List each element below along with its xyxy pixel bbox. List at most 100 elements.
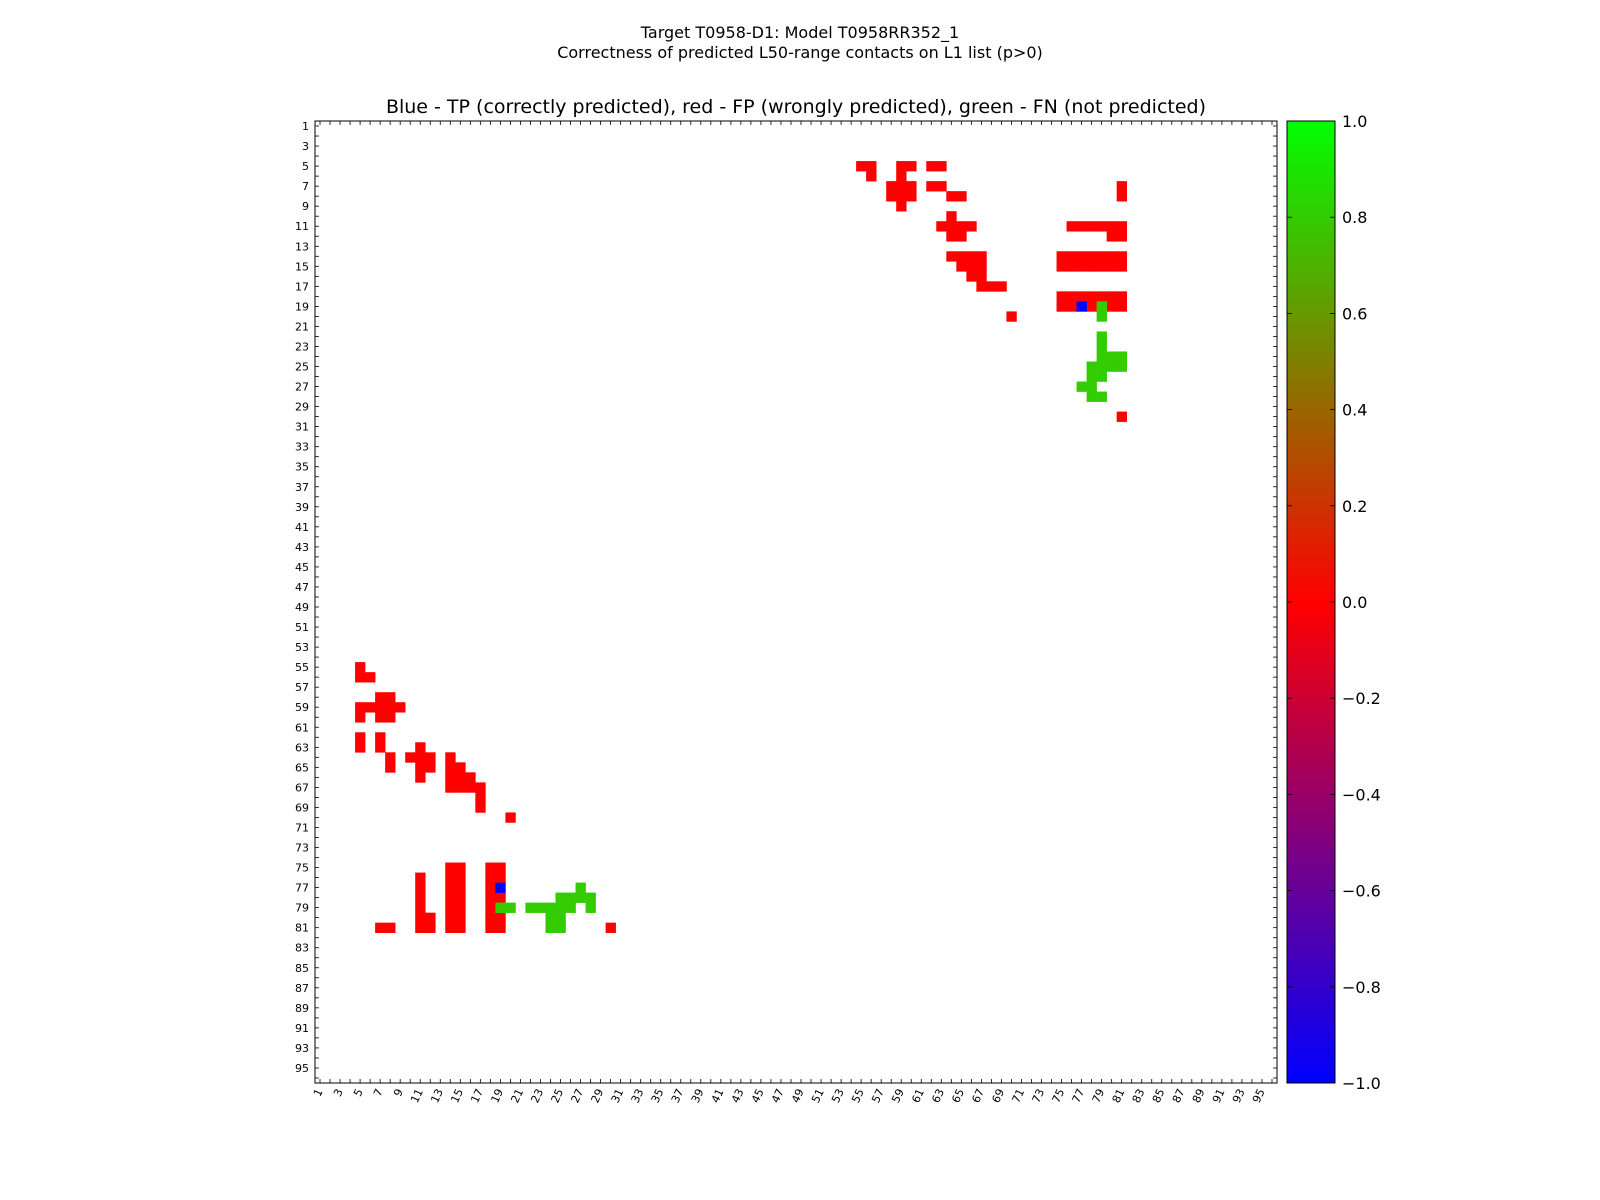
fp-cell — [455, 782, 466, 793]
fn-cell — [535, 902, 546, 913]
y-tick-label: 71 — [295, 821, 309, 834]
x-tick-label: 87 — [1170, 1087, 1188, 1105]
fp-cell — [1076, 251, 1087, 262]
fp-cell — [365, 702, 376, 713]
y-tick-label: 69 — [295, 801, 309, 814]
fp-cell — [1116, 231, 1127, 242]
fp-cell — [375, 732, 386, 743]
colorbar-tick-label: 0.8 — [1342, 208, 1367, 227]
fn-cell — [565, 892, 576, 903]
fp-cell — [1086, 251, 1097, 262]
y-tick-label: 81 — [295, 922, 309, 935]
fp-cell — [886, 191, 897, 202]
fp-cell — [936, 161, 947, 172]
fp-cell — [495, 892, 506, 903]
fp-cell — [1006, 311, 1017, 322]
fp-cell — [455, 912, 466, 923]
fp-cell — [1076, 291, 1087, 302]
fp-cell — [375, 692, 386, 703]
fp-cell — [1056, 301, 1067, 312]
fp-cell — [355, 702, 366, 713]
fp-cell — [966, 271, 977, 282]
fp-cell — [936, 221, 947, 232]
colorbar-gradient — [1286, 120, 1336, 1084]
fn-cell — [1096, 301, 1107, 312]
fp-cell — [425, 912, 436, 923]
fp-cell — [1106, 251, 1117, 262]
fp-cell — [445, 902, 456, 913]
y-tick-label: 51 — [295, 621, 309, 634]
y-tick-label: 77 — [295, 882, 309, 895]
fn-cell — [585, 902, 596, 913]
x-tick-label: 65 — [949, 1087, 967, 1105]
x-tick-label: 47 — [769, 1087, 787, 1105]
fn-cell — [1096, 311, 1107, 322]
fn-cell — [585, 892, 596, 903]
fp-cell — [445, 922, 456, 933]
fp-cell — [445, 782, 456, 793]
y-tick-label: 9 — [302, 200, 309, 213]
fp-cell — [1106, 291, 1117, 302]
fp-cell — [946, 251, 957, 262]
y-tick-label: 73 — [295, 842, 309, 855]
colorbar: 1.0 0.8 0.6 0.4 0.2 0.0 −0.2 −0.4 −0.6 −0.8 −1.0 — [1286, 112, 1381, 1093]
fp-cell — [1116, 301, 1127, 312]
fp-cell — [455, 902, 466, 913]
plot-frame — [314, 120, 1278, 1084]
x-tick-label: 27 — [569, 1087, 587, 1105]
x-tick-label: 49 — [789, 1087, 807, 1105]
fn-cell — [1116, 351, 1127, 362]
fp-cell — [976, 251, 987, 262]
x-tick-label: 85 — [1150, 1087, 1168, 1105]
x-tick-label: 17 — [468, 1087, 486, 1105]
fp-cell — [485, 902, 496, 913]
fp-cell — [946, 231, 957, 242]
fp-cell — [1056, 261, 1067, 272]
fp-cell — [1096, 221, 1107, 232]
fp-cell — [455, 762, 466, 773]
fp-cell — [1066, 221, 1077, 232]
fp-cell — [395, 702, 406, 713]
fp-cell — [415, 872, 426, 883]
fp-cell — [1096, 261, 1107, 272]
x-tick-label: 33 — [629, 1087, 647, 1105]
x-tick-label: 25 — [549, 1087, 567, 1105]
fn-cell — [1116, 361, 1127, 372]
fn-cell — [1106, 351, 1117, 362]
fp-cell — [906, 161, 917, 172]
fp-cell — [1116, 191, 1127, 202]
y-tick-label: 37 — [295, 481, 309, 494]
x-tick-label: 43 — [729, 1087, 747, 1105]
y-tick-label: 79 — [295, 902, 309, 915]
fp-cell — [385, 702, 396, 713]
y-tick-label: 3 — [302, 140, 309, 153]
fp-cell — [1066, 251, 1077, 262]
y-tick-label: 7 — [302, 180, 309, 193]
fp-cell — [1076, 221, 1087, 232]
fn-cell — [545, 912, 556, 923]
x-tick-label: 5 — [351, 1087, 366, 1099]
fp-cell — [425, 922, 436, 933]
y-tick-label: 11 — [295, 220, 309, 233]
x-tick-label: 81 — [1110, 1087, 1128, 1105]
y-tick-label: 91 — [295, 1022, 309, 1035]
y-tick-label: 57 — [295, 681, 309, 694]
fp-cell — [445, 912, 456, 923]
fp-cell — [1116, 291, 1127, 302]
fp-cell — [946, 191, 957, 202]
x-tick-label: 73 — [1030, 1087, 1048, 1105]
fp-cell — [956, 221, 967, 232]
y-tick-label: 89 — [295, 1002, 309, 1015]
fp-cell — [415, 772, 426, 783]
fp-cell — [465, 782, 476, 793]
fp-cell — [445, 762, 456, 773]
y-tick-label: 43 — [295, 541, 309, 554]
colorbar-tick-label: −0.8 — [1342, 978, 1381, 997]
y-tick-label: 17 — [295, 280, 309, 293]
plot-area — [315, 121, 1277, 1083]
tp-cell — [495, 882, 506, 893]
fp-cell — [896, 181, 907, 192]
y-tick-label: 85 — [295, 962, 309, 975]
fn-cell — [1096, 361, 1107, 372]
x-tick-label: 89 — [1190, 1087, 1208, 1105]
